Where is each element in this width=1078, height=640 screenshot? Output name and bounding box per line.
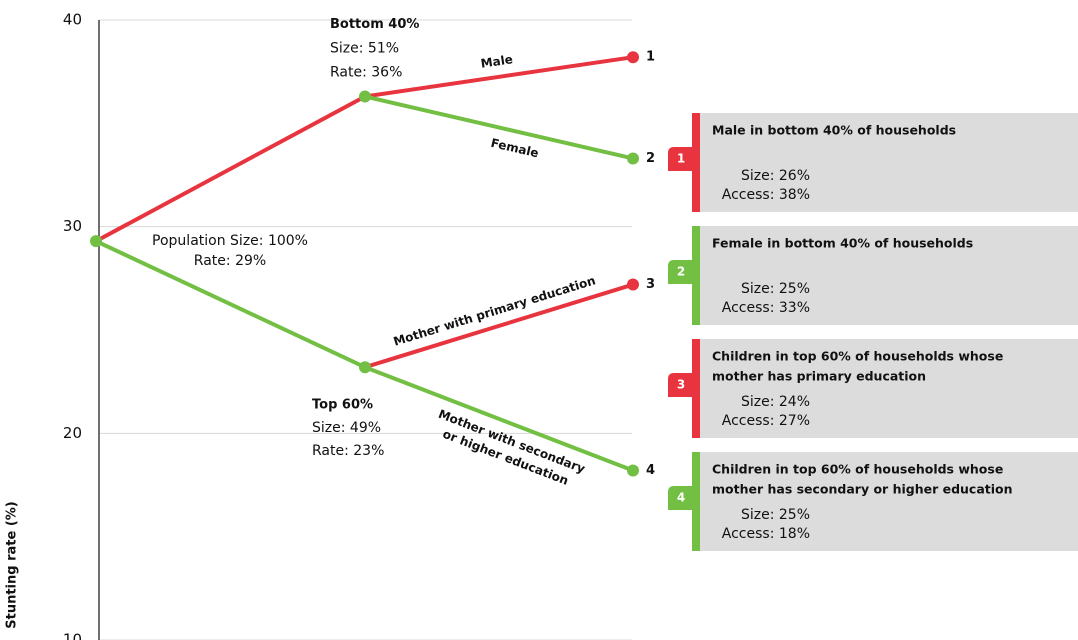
- leaf-line: [363, 55, 635, 99]
- group-label: Top 60%: [312, 398, 373, 413]
- box-size: Size: 25%: [741, 281, 810, 297]
- branch-line: [94, 94, 367, 244]
- branch-label-group: Male: [480, 52, 514, 71]
- dots: [90, 51, 639, 477]
- group-label: Size: 51%: [330, 40, 399, 56]
- box-badge-number: 3: [677, 378, 685, 392]
- group-label: Rate: 23%: [312, 443, 384, 459]
- branch-label: Female: [489, 136, 540, 161]
- lines: [94, 55, 635, 473]
- leaf-node: [627, 278, 639, 291]
- box-badge-number: 2: [677, 265, 685, 279]
- branch-label: Mother with primary education: [392, 273, 597, 348]
- y-tick-label: 20: [63, 424, 82, 442]
- info-box: 4 Children in top 60% of households whose…: [668, 452, 1078, 551]
- info-box: 2 Female in bottom 40% of households Size:…: [668, 226, 1078, 325]
- box-badge-number: 1: [677, 152, 685, 166]
- leaf-line: [363, 94, 635, 161]
- box-access: Access: 33%: [722, 300, 810, 316]
- group-label: Bottom 40%: [330, 17, 419, 32]
- box-bg: [692, 113, 1078, 212]
- box-bg: [692, 339, 1078, 438]
- labels: Population Size: 100% Rate: 29% Bottom 40%…: [152, 17, 655, 488]
- leaf-line: [363, 282, 635, 370]
- branch-label: Male: [480, 52, 514, 71]
- group-node: [359, 90, 371, 103]
- box-title: Female in bottom 40% of households: [712, 236, 973, 251]
- info-box: 1 Male in bottom 40% of households Size: 2…: [668, 113, 1078, 212]
- box-access: Access: 18%: [722, 526, 810, 542]
- leaf-node: [627, 152, 639, 165]
- box-title: mother has secondary or higher education: [712, 482, 1013, 497]
- box-size: Size: 25%: [741, 507, 810, 523]
- leaf-node: [627, 51, 639, 64]
- box-access: Access: 27%: [722, 413, 810, 429]
- y-axis-label: Stunting rate (%): [5, 501, 20, 629]
- branch-label-group: Mother with primary education: [392, 273, 597, 348]
- leaf-line: [363, 365, 635, 473]
- group-label: Size: 49%: [312, 420, 381, 436]
- box-badge: [668, 373, 700, 397]
- group-node: [359, 361, 371, 374]
- leaf-marker: 4: [646, 463, 655, 478]
- group-label: Rate: 36%: [330, 64, 402, 80]
- box-title: Male in bottom 40% of households: [712, 123, 956, 138]
- y-tick-label: 40: [63, 11, 82, 29]
- y-tick-label: 10: [63, 631, 82, 640]
- info-box: 3 Children in top 60% of households whose…: [668, 339, 1078, 438]
- box-access: Access: 38%: [722, 187, 810, 203]
- root-label: Rate: 29%: [194, 253, 266, 269]
- leaf-marker: 1: [646, 50, 655, 65]
- box-size: Size: 24%: [741, 394, 810, 410]
- y-tick-label: 30: [63, 217, 82, 235]
- root-node: [90, 235, 102, 248]
- box-bg: [692, 226, 1078, 325]
- root-label: Population Size: 100%: [152, 233, 308, 249]
- box-title: Children in top 60% of households whose: [712, 462, 1003, 477]
- leaf-marker: 3: [646, 277, 655, 292]
- leaf-marker: 2: [646, 151, 655, 166]
- leaf-node: [627, 464, 639, 477]
- box-badge: [668, 147, 700, 171]
- branch-line: [94, 239, 367, 370]
- box-title: mother has primary education: [712, 369, 926, 384]
- box-size: Size: 26%: [741, 168, 810, 184]
- box-badge: [668, 260, 700, 284]
- box-badge-number: 4: [677, 491, 685, 505]
- box-title: Children in top 60% of households whose: [712, 349, 1003, 364]
- branch-label-group: Female: [489, 136, 540, 161]
- box-badge: [668, 486, 700, 510]
- box-bg: [692, 452, 1078, 551]
